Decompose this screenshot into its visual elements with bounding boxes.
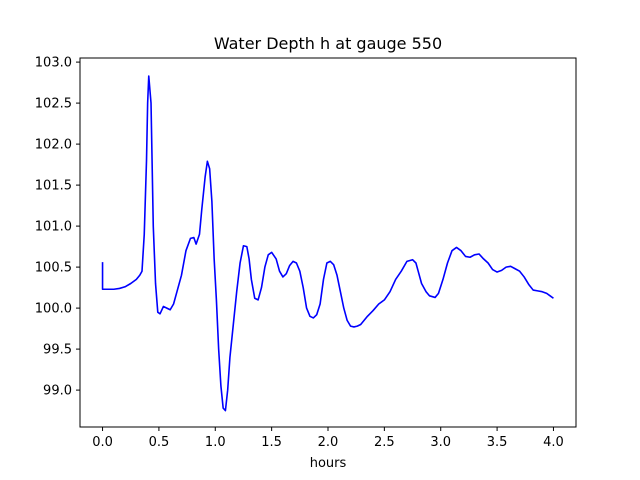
x-tick-label: 3.0 [430, 435, 451, 450]
y-tick-label: 103.0 [35, 56, 72, 71]
x-tick-label: 0.0 [92, 435, 113, 450]
y-tick-label: 100.5 [35, 261, 72, 276]
chart-title: Water Depth h at gauge 550 [214, 34, 442, 53]
y-tick-label: 101.5 [35, 179, 72, 194]
x-tick-label: 4.0 [543, 435, 564, 450]
y-tick-label: 99.5 [43, 343, 72, 358]
y-tick-label: 99.0 [43, 384, 72, 399]
y-axis: 99.0 99.5 100.0 100.5 101.0 101.5 102.0 102.5 10… [35, 56, 80, 399]
y-tick-label: 101.0 [35, 220, 72, 235]
x-tick-label: 1.5 [261, 435, 282, 450]
y-tick-label: 102.5 [35, 97, 72, 112]
x-tick-label: 3.5 [487, 435, 508, 450]
plot-area [101, 75, 554, 412]
y-tick-label: 102.0 [35, 138, 72, 153]
series-line-0 [101, 75, 554, 412]
x-tick-label: 2.5 [374, 435, 395, 450]
x-axis: 0.0 0.5 1.0 1.5 2.0 2.5 3.0 3.5 4.0 [92, 427, 564, 450]
x-axis-label: hours [310, 456, 347, 471]
y-tick-label: 100.0 [35, 302, 72, 317]
x-tick-label: 2.0 [318, 435, 339, 450]
x-tick-label: 1.0 [205, 435, 226, 450]
x-tick-label: 0.5 [149, 435, 170, 450]
